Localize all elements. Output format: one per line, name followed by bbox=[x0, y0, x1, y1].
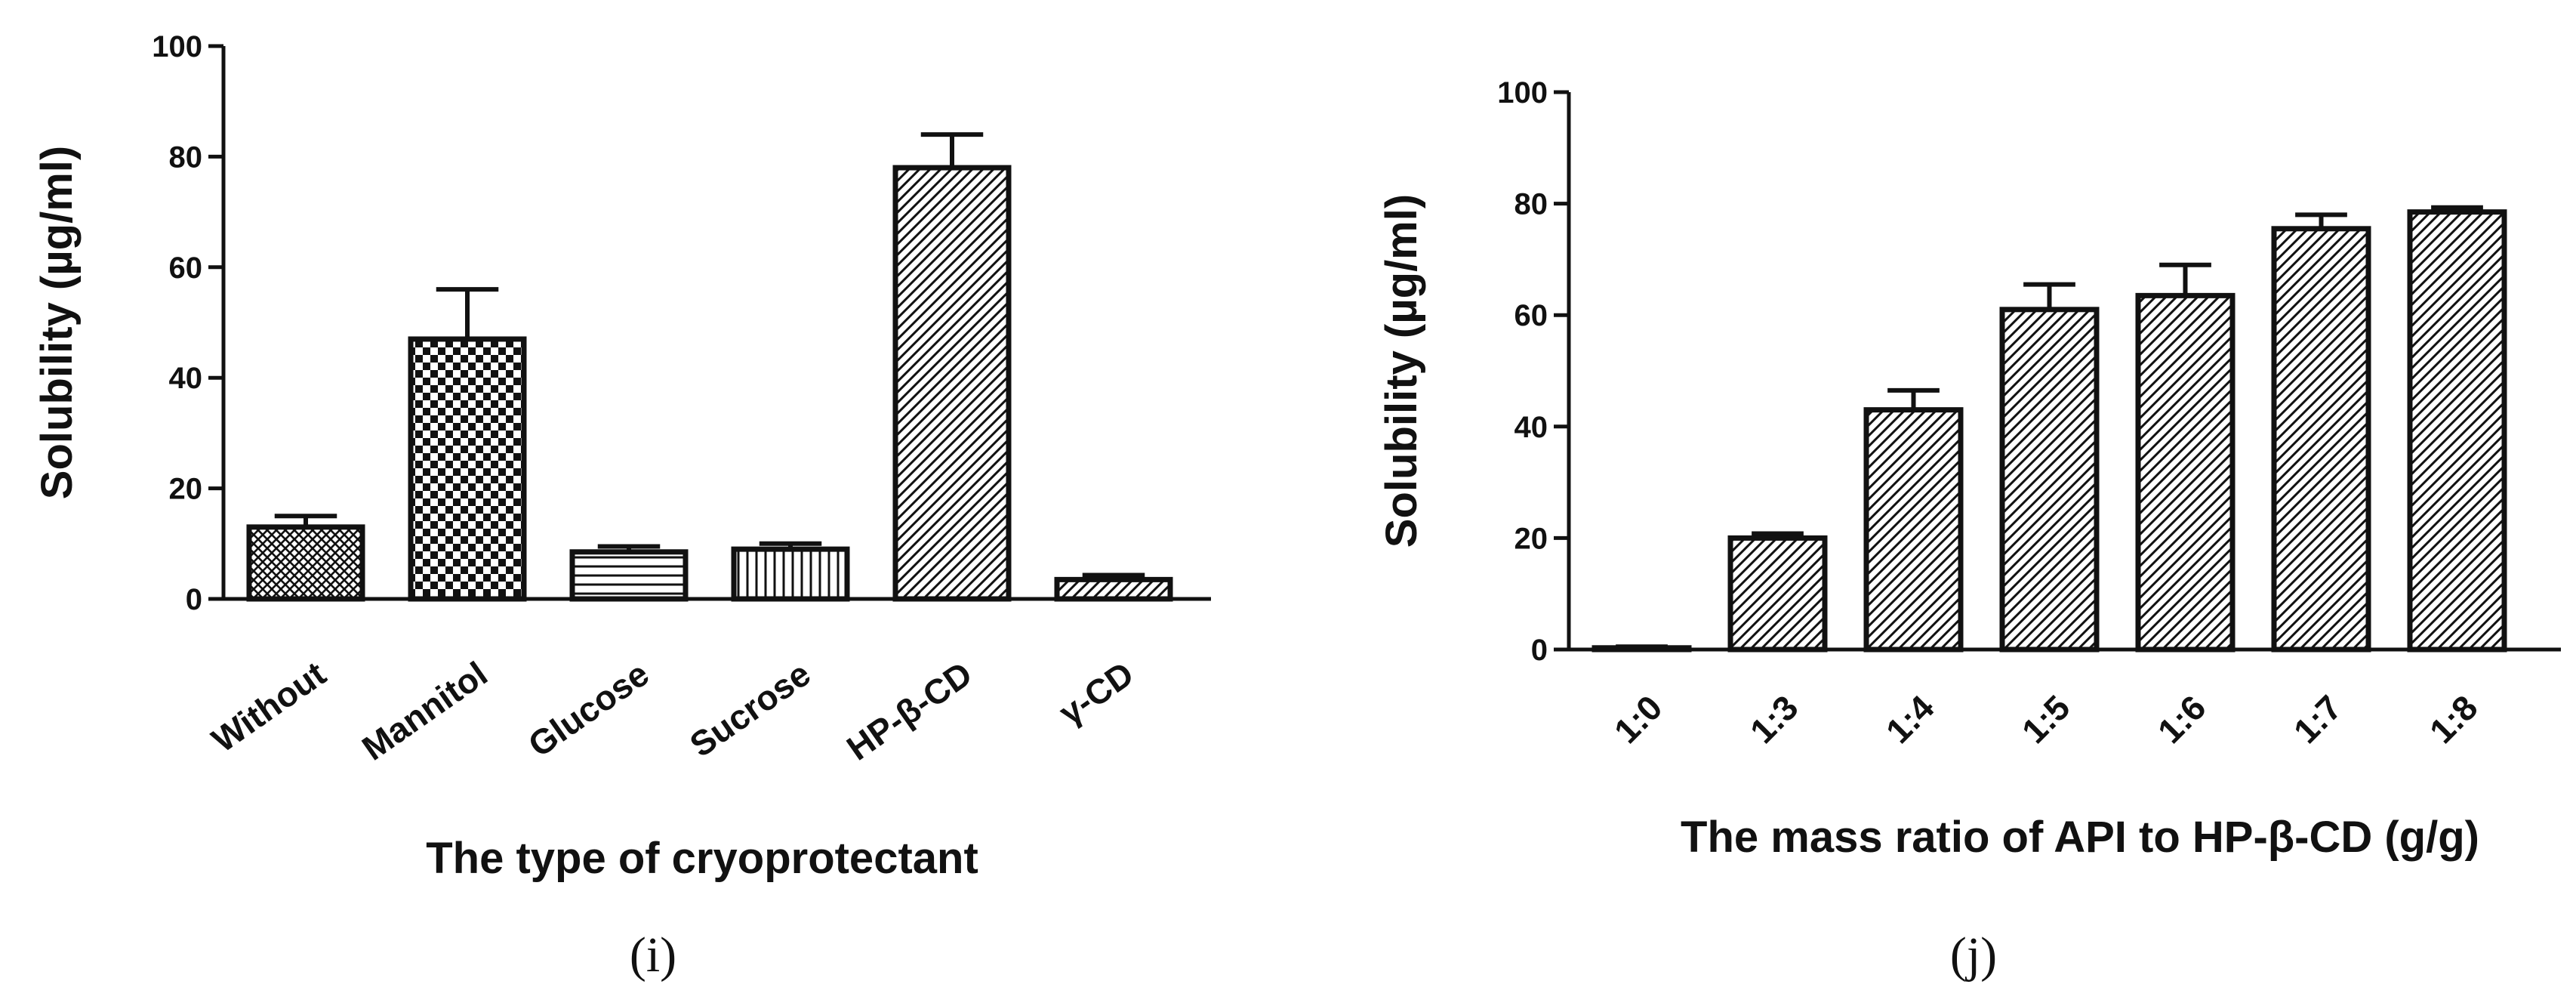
bar-1:7 bbox=[2271, 226, 2371, 653]
y-tick-label: 100 bbox=[152, 30, 202, 63]
x-tick-label: 1:5 bbox=[2014, 687, 2078, 751]
bar-Sucrose bbox=[731, 546, 850, 602]
x-axis-labels-i: Without Mannitol Glucose Sucrose HP-β-CD γ-CD bbox=[205, 654, 1141, 768]
bar-HP-β-CD bbox=[892, 165, 1012, 602]
y-tick-label: 80 bbox=[169, 140, 203, 174]
y-tick-label: 60 bbox=[1514, 299, 1548, 332]
y-tick-label: 40 bbox=[169, 362, 203, 395]
bar-Glucose bbox=[569, 549, 689, 602]
bar-1:6 bbox=[2135, 292, 2236, 653]
x-tick-label: 1:7 bbox=[2286, 687, 2350, 751]
x-tick-label: 1:8 bbox=[2422, 687, 2485, 751]
x-tick-label: Mannitol bbox=[355, 654, 495, 768]
y-axis-ticks-i: 0 20 40 60 80 100 bbox=[152, 30, 223, 616]
y-tick-label: 80 bbox=[1514, 188, 1548, 221]
x-tick-label: Glucose bbox=[521, 654, 656, 765]
bar-Without bbox=[246, 524, 365, 602]
y-axis-title-j: Solubility (µg/ml) bbox=[1377, 194, 1426, 548]
panel-label-i: (i) bbox=[630, 927, 676, 983]
y-tick-label: 20 bbox=[1514, 522, 1548, 555]
x-tick-label: HP-β-CD bbox=[840, 654, 979, 768]
x-tick-label: γ-CD bbox=[1052, 654, 1141, 733]
bar-γ-CD bbox=[1054, 576, 1173, 602]
bar-1:8 bbox=[2407, 209, 2507, 653]
bar-Mannitol bbox=[408, 336, 527, 602]
panel-label-j: (j) bbox=[1950, 927, 1997, 983]
x-axis-title-i: The type of cryoprotectant bbox=[426, 834, 978, 883]
y-tick-label: 40 bbox=[1514, 411, 1548, 444]
y-axis-title-i: Solubility (µg/ml) bbox=[32, 146, 82, 499]
bars-j bbox=[1592, 205, 2507, 653]
y-tick-label: 0 bbox=[1531, 634, 1548, 667]
bar-1:4 bbox=[1863, 407, 1964, 653]
bars-i bbox=[246, 132, 1173, 602]
x-tick-label: 1:6 bbox=[2150, 687, 2214, 751]
bar-1:3 bbox=[1727, 535, 1828, 653]
y-tick-label: 100 bbox=[1497, 76, 1548, 110]
chart-panel-j: 0 20 40 60 80 100 1:0 1:3 1:4 1:5 1:6 1:7 1:8 Solub… bbox=[1377, 76, 2561, 983]
chart-panel-i: 0 20 40 60 80 100 Without Mannitol Glucose Sucro… bbox=[32, 30, 1211, 983]
x-tick-label: 1:4 bbox=[1878, 687, 1942, 751]
x-axis-labels-j: 1:0 1:3 1:4 1:5 1:6 1:7 1:8 bbox=[1607, 687, 2485, 751]
y-tick-label: 20 bbox=[169, 473, 203, 506]
x-axis-title-j: The mass ratio of API to HP-β-CD (g/g) bbox=[1681, 813, 2479, 862]
y-axis-ticks-j: 0 20 40 60 80 100 bbox=[1497, 76, 1569, 667]
x-tick-label: Sucrose bbox=[683, 654, 818, 765]
x-tick-label: Without bbox=[205, 654, 333, 761]
x-tick-label: 1:3 bbox=[1742, 687, 1806, 751]
y-tick-label: 0 bbox=[186, 583, 202, 616]
y-tick-label: 60 bbox=[169, 252, 203, 285]
x-tick-label: 1:0 bbox=[1607, 687, 1670, 751]
bar-1:5 bbox=[1999, 307, 2100, 653]
